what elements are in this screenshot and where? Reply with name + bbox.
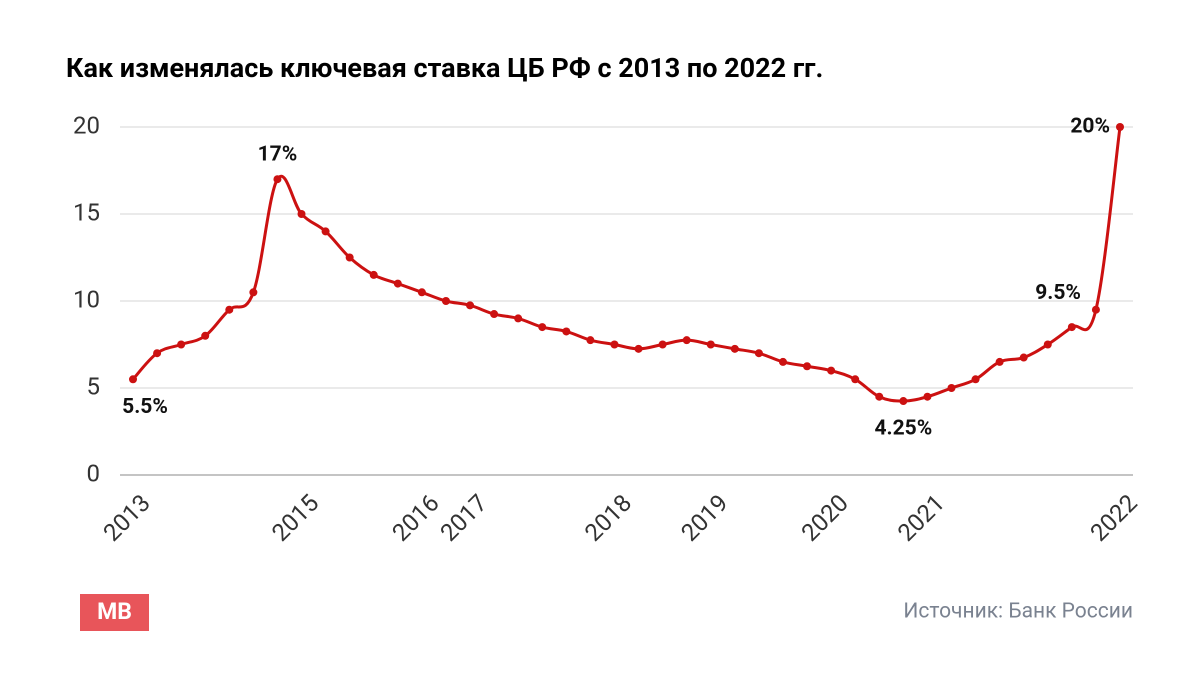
y-tick-label: 20 <box>73 111 100 139</box>
data-label: 4.25% <box>874 417 932 441</box>
point <box>610 340 619 349</box>
point <box>778 357 787 366</box>
data-label: 5.5% <box>122 395 168 419</box>
point <box>634 344 643 353</box>
point <box>682 336 691 345</box>
point <box>1043 340 1052 349</box>
point <box>971 375 980 384</box>
point <box>706 340 715 349</box>
y-tick-label: 15 <box>73 198 100 226</box>
y-tick-label: 10 <box>73 285 100 313</box>
point <box>201 331 210 340</box>
logo: MB <box>97 598 132 625</box>
logo-box <box>80 594 149 631</box>
x-tick-label: 2022 <box>1085 489 1143 547</box>
point <box>1116 123 1124 131</box>
y-tick-label: 5 <box>87 372 101 400</box>
x-tick-label: 2020 <box>796 489 854 547</box>
x-tick-label: 2017 <box>435 489 493 547</box>
x-tick-label: 2016 <box>387 489 445 547</box>
point <box>466 301 475 310</box>
point <box>153 349 162 358</box>
point <box>754 349 763 358</box>
point <box>803 362 812 371</box>
point <box>1091 305 1100 314</box>
point <box>586 336 595 345</box>
point <box>321 227 330 236</box>
y-tick-label: 0 <box>87 459 101 487</box>
point <box>441 297 450 305</box>
point <box>899 397 908 406</box>
point <box>947 384 956 392</box>
point <box>129 375 137 384</box>
x-tick-label: 2019 <box>676 489 734 547</box>
point <box>393 279 402 288</box>
point <box>345 253 354 262</box>
point <box>827 366 836 375</box>
point <box>538 323 547 332</box>
point <box>417 288 426 297</box>
data-label: 9.5% <box>1035 281 1081 305</box>
point <box>730 344 739 353</box>
chart-title: Как изменялась ключевая ставка ЦБ РФ с 2… <box>66 52 823 84</box>
point <box>851 375 860 384</box>
point <box>923 392 932 401</box>
point <box>995 357 1004 366</box>
point <box>875 392 884 401</box>
x-tick-label: 2018 <box>579 489 637 547</box>
point <box>225 305 234 314</box>
point <box>1019 353 1028 362</box>
point <box>273 175 282 184</box>
x-tick-label: 2015 <box>266 489 324 547</box>
point <box>658 340 667 349</box>
point <box>369 270 378 279</box>
point <box>1067 323 1076 332</box>
point <box>297 210 306 218</box>
line <box>131 126 1122 403</box>
data-label: 17% <box>258 143 298 167</box>
point <box>249 288 258 297</box>
data-label: 20% <box>1070 115 1110 139</box>
x-tick-label: 2013 <box>98 489 156 547</box>
x-tick-label: 2021 <box>892 489 950 547</box>
point <box>490 310 499 319</box>
point <box>562 327 571 336</box>
source: Источник: Банк России <box>903 600 1133 624</box>
point <box>514 314 523 323</box>
point <box>177 340 186 349</box>
